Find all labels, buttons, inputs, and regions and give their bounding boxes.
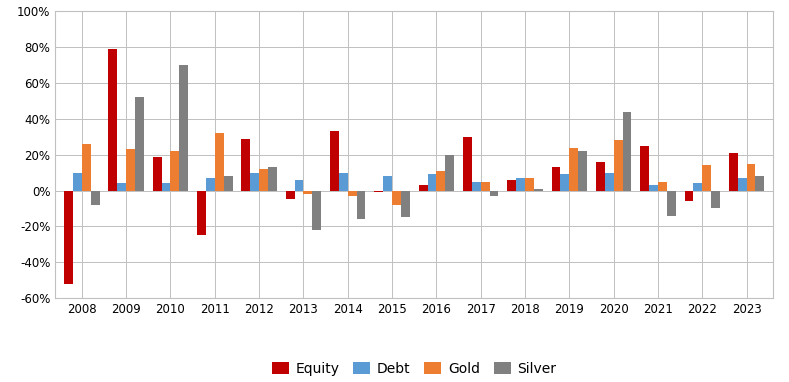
Bar bbox=[614, 140, 623, 191]
Bar bbox=[738, 178, 746, 191]
Bar bbox=[756, 176, 765, 191]
Bar bbox=[419, 185, 428, 191]
Bar bbox=[746, 163, 756, 191]
Bar bbox=[82, 144, 91, 191]
Bar bbox=[268, 167, 277, 191]
Bar bbox=[383, 176, 392, 191]
Bar bbox=[401, 191, 409, 217]
Bar bbox=[436, 171, 445, 191]
Bar bbox=[507, 180, 516, 191]
Bar bbox=[702, 165, 711, 191]
Bar bbox=[623, 112, 631, 191]
Bar bbox=[570, 147, 578, 191]
Bar bbox=[286, 191, 294, 199]
Bar bbox=[472, 181, 481, 191]
Bar bbox=[330, 131, 339, 191]
Bar bbox=[91, 191, 99, 205]
Bar bbox=[445, 155, 454, 191]
Legend: Equity, Debt, Gold, Silver: Equity, Debt, Gold, Silver bbox=[267, 356, 562, 382]
Bar bbox=[73, 173, 82, 191]
Bar bbox=[294, 180, 304, 191]
Bar bbox=[729, 153, 738, 191]
Bar bbox=[339, 173, 348, 191]
Bar bbox=[223, 176, 233, 191]
Bar bbox=[489, 191, 499, 196]
Bar bbox=[578, 151, 587, 191]
Bar bbox=[711, 191, 720, 209]
Bar bbox=[667, 191, 675, 215]
Bar bbox=[153, 157, 162, 191]
Bar bbox=[357, 191, 365, 219]
Bar bbox=[135, 97, 144, 191]
Bar bbox=[118, 183, 126, 191]
Bar bbox=[197, 191, 206, 235]
Bar bbox=[516, 178, 525, 191]
Bar bbox=[552, 167, 560, 191]
Bar bbox=[694, 183, 702, 191]
Bar bbox=[534, 189, 543, 191]
Bar bbox=[259, 169, 268, 191]
Bar bbox=[596, 162, 605, 191]
Bar bbox=[126, 149, 135, 191]
Bar bbox=[428, 175, 436, 191]
Bar bbox=[170, 151, 179, 191]
Bar bbox=[241, 139, 250, 191]
Bar bbox=[640, 146, 649, 191]
Bar bbox=[162, 183, 170, 191]
Bar bbox=[179, 65, 189, 191]
Bar bbox=[481, 181, 489, 191]
Bar bbox=[312, 191, 321, 230]
Bar bbox=[304, 191, 312, 194]
Bar bbox=[685, 191, 694, 201]
Bar bbox=[250, 173, 259, 191]
Bar bbox=[206, 178, 215, 191]
Bar bbox=[348, 191, 357, 196]
Bar bbox=[605, 173, 614, 191]
Bar bbox=[560, 175, 570, 191]
Bar bbox=[374, 191, 383, 192]
Bar bbox=[108, 49, 118, 191]
Bar bbox=[215, 133, 223, 191]
Bar bbox=[64, 191, 73, 283]
Bar bbox=[463, 137, 472, 191]
Bar bbox=[658, 181, 667, 191]
Bar bbox=[525, 178, 534, 191]
Bar bbox=[649, 185, 658, 191]
Bar bbox=[392, 191, 401, 205]
